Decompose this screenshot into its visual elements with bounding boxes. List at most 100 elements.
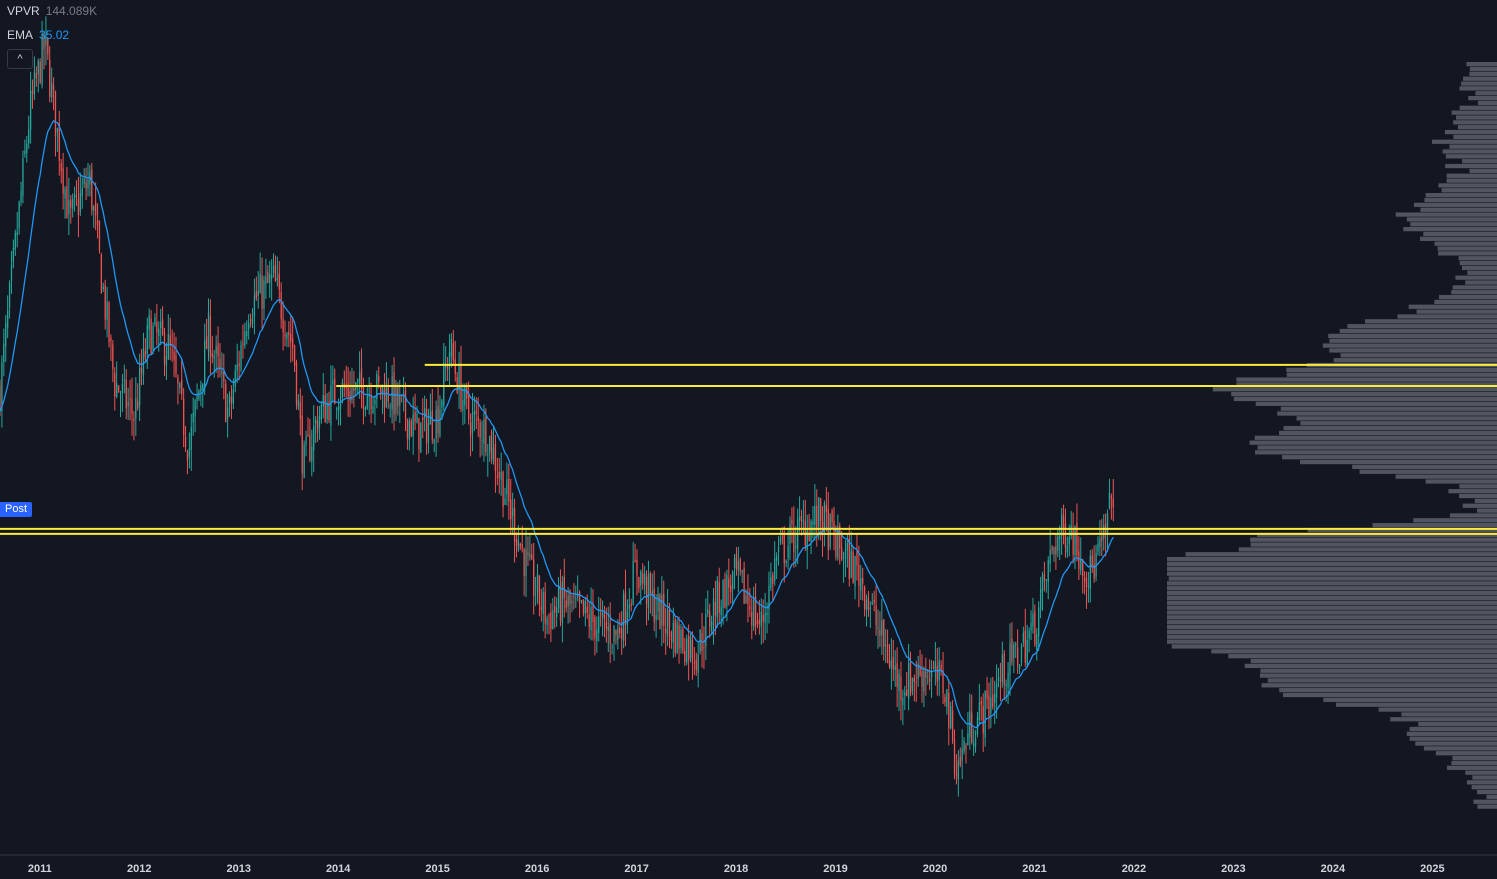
candle — [251, 308, 254, 329]
candle-body — [994, 693, 996, 704]
volume-profile-row — [1280, 406, 1497, 411]
candle — [22, 150, 24, 204]
candle-body — [630, 603, 632, 606]
candle — [804, 499, 806, 552]
candle — [730, 574, 732, 604]
volume-profile-row — [1456, 115, 1497, 120]
candle-body — [1026, 639, 1028, 665]
candle-body — [1082, 559, 1084, 577]
candle — [705, 598, 707, 661]
candle — [165, 342, 168, 380]
candle — [500, 452, 502, 496]
candle — [318, 405, 321, 440]
candle-body — [913, 677, 916, 683]
candle-body — [72, 198, 74, 209]
candle — [823, 500, 826, 547]
candle-body — [458, 366, 460, 391]
ema-legend[interactable]: EMA 35.02 — [7, 28, 69, 42]
candle-body — [554, 606, 556, 613]
candle-body — [182, 398, 185, 435]
candle — [628, 588, 630, 618]
volume-profile-row — [1457, 125, 1497, 130]
vpvr-legend[interactable]: VPVR 144.089K — [7, 4, 97, 18]
candle — [83, 168, 85, 188]
candle-body — [1076, 522, 1078, 556]
candle — [798, 496, 801, 533]
candle-body — [454, 359, 456, 374]
volume-profile-row — [1452, 285, 1497, 290]
candle — [207, 298, 210, 362]
candle-body — [863, 586, 866, 610]
candle — [215, 335, 217, 373]
volume-profile-row — [1236, 377, 1497, 382]
volume-profile-row — [1420, 236, 1497, 241]
candle — [709, 603, 711, 639]
candle — [942, 651, 944, 705]
candle-body — [100, 254, 103, 294]
candle-body — [41, 34, 43, 86]
candle-body — [1041, 575, 1044, 592]
candle-body — [228, 395, 231, 405]
candle — [483, 404, 485, 462]
candle-body — [81, 188, 83, 197]
candle — [814, 484, 816, 541]
x-axis: 2011 2012 2013 2014 2015 2016 2017 2018 2019 2020… — [0, 854, 1497, 875]
candle-body — [94, 202, 97, 216]
candle-body — [316, 421, 319, 433]
collapse-legend-button[interactable]: ^ — [7, 49, 33, 69]
candle — [599, 598, 602, 627]
candle — [626, 599, 629, 634]
candle — [353, 371, 355, 408]
candle — [341, 378, 344, 404]
candle-body — [544, 591, 546, 624]
candle — [865, 594, 868, 627]
candle — [33, 56, 36, 101]
candle — [448, 333, 451, 386]
candle — [427, 408, 430, 454]
candle — [825, 487, 828, 532]
candle — [598, 596, 600, 642]
candle — [668, 602, 671, 649]
candle — [661, 576, 663, 646]
candle — [364, 405, 367, 417]
candle — [52, 77, 55, 111]
candle — [425, 398, 428, 455]
candle-body — [353, 387, 355, 392]
volume-profile-row — [1465, 770, 1497, 775]
candle — [383, 373, 386, 423]
candle-body — [601, 611, 604, 618]
candle — [299, 388, 301, 436]
volume-profile-row — [1477, 804, 1497, 809]
candle-body — [12, 247, 15, 261]
candle — [571, 594, 573, 613]
candle-body — [567, 595, 569, 607]
candle-body — [833, 521, 835, 534]
candle — [534, 576, 537, 607]
candle-body — [881, 620, 883, 636]
candle — [1039, 576, 1042, 619]
candle — [322, 373, 324, 419]
candle — [663, 580, 665, 644]
candle-body — [45, 35, 47, 46]
candle-body — [150, 318, 152, 354]
candle — [242, 324, 244, 359]
candle-body — [726, 574, 728, 607]
candle — [305, 430, 307, 457]
candle-body — [848, 538, 850, 580]
candle-body — [445, 365, 447, 368]
candle-body — [402, 393, 405, 395]
candle-body — [349, 391, 351, 402]
candle — [408, 417, 411, 451]
candle — [295, 359, 298, 410]
candle — [14, 229, 16, 256]
candle — [72, 193, 74, 218]
candle — [596, 616, 598, 653]
candle-body — [974, 738, 977, 747]
candle-body — [1036, 634, 1038, 650]
volume-profile-row — [1231, 392, 1497, 397]
candle — [1003, 650, 1005, 700]
candle — [374, 395, 376, 426]
candle — [380, 384, 382, 400]
